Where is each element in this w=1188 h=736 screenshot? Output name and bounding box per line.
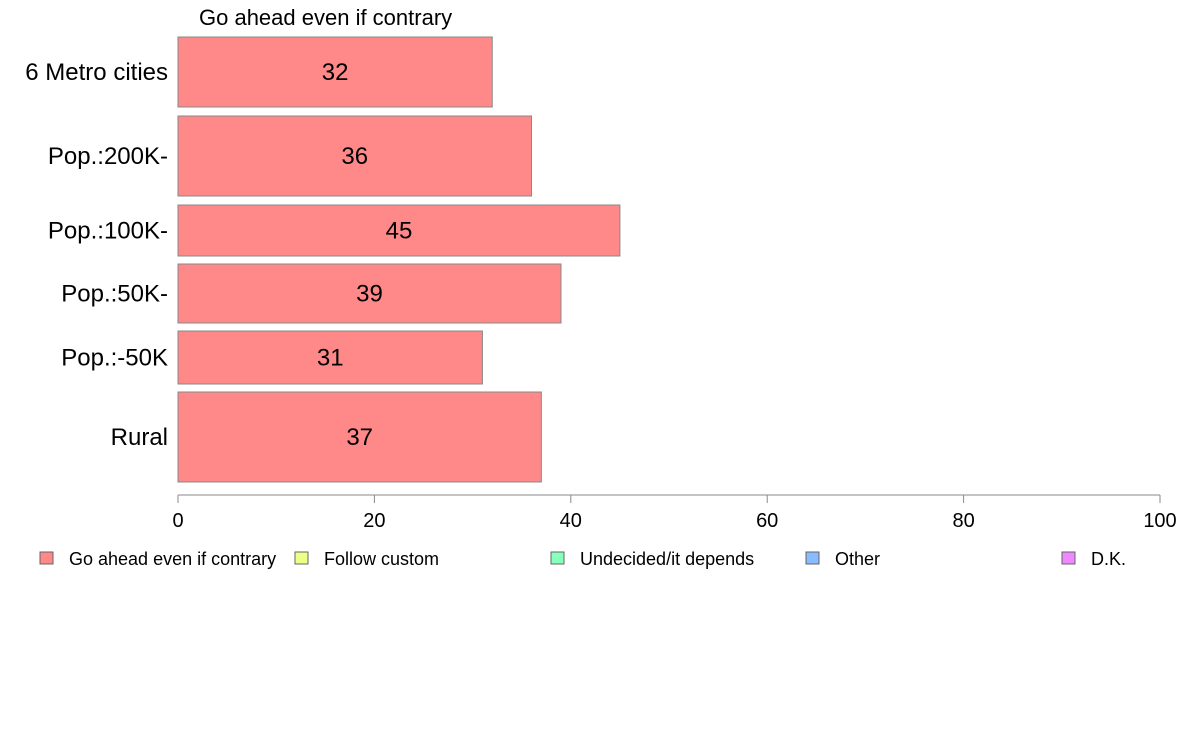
bar bbox=[177, 115, 533, 197]
bar bbox=[177, 36, 493, 108]
x-tick-label: 100 bbox=[1143, 510, 1176, 532]
x-tick-label: 20 bbox=[363, 510, 385, 532]
category-label: Pop.:100K- bbox=[48, 218, 168, 245]
bar bbox=[177, 391, 542, 483]
legend-swatch bbox=[805, 551, 820, 565]
legend-label: Other bbox=[835, 549, 880, 569]
x-tick-label: 40 bbox=[560, 510, 582, 532]
x-tick-label: 0 bbox=[172, 510, 183, 532]
category-label: Pop.:50K- bbox=[61, 281, 168, 308]
bar bbox=[177, 330, 483, 385]
legend: Go ahead even if contrary Follow custom Un… bbox=[39, 549, 1126, 569]
bar bbox=[177, 204, 621, 257]
category-label: Pop.:-50K bbox=[61, 345, 168, 372]
legend-label: Go ahead even if contrary bbox=[69, 549, 276, 569]
bar-value-label: 39 bbox=[356, 281, 383, 308]
bar-value-label: 45 bbox=[386, 218, 413, 245]
legend-swatch bbox=[550, 551, 565, 565]
legend-label: D.K. bbox=[1091, 549, 1126, 569]
bar bbox=[177, 263, 562, 324]
category-label: Pop.:200K- bbox=[48, 143, 168, 170]
bar-value-label: 31 bbox=[317, 345, 344, 372]
x-tick-label: 60 bbox=[756, 510, 778, 532]
x-tick-label: 80 bbox=[952, 510, 974, 532]
legend-swatch bbox=[39, 551, 54, 565]
category-label: 6 Metro cities bbox=[25, 59, 168, 86]
legend-swatch bbox=[294, 551, 309, 565]
bar-value-label: 37 bbox=[346, 424, 373, 451]
legend-label: Undecided/it depends bbox=[580, 549, 754, 569]
bar-value-label: 32 bbox=[322, 59, 349, 86]
legend-label: Follow custom bbox=[324, 549, 439, 569]
chart-title: Go ahead even if contrary bbox=[199, 5, 452, 30]
bar-value-label: 36 bbox=[341, 143, 368, 170]
x-axis: 0 20 40 60 80 100 bbox=[172, 494, 1177, 532]
bars-layer: 32 6 Metro cities 36 Pop.:200K- 45 Pop.:100K-… bbox=[25, 36, 621, 483]
category-label: Rural bbox=[111, 424, 168, 451]
legend-swatch bbox=[1061, 551, 1076, 565]
